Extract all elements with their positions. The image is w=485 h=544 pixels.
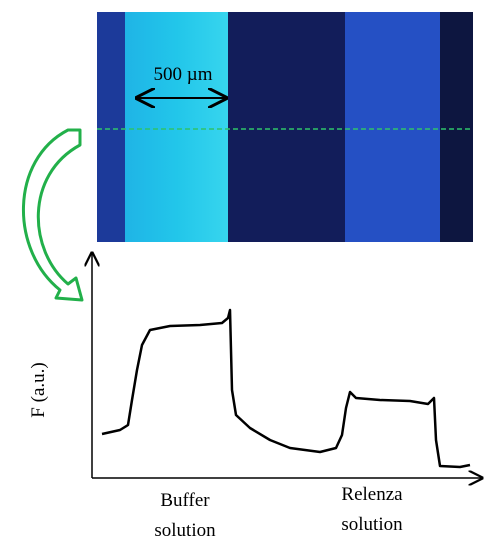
profile-curve [101,308,471,469]
flow-arrow [21,128,84,302]
region-label: Buffer [160,490,210,511]
y-axis-label: F (a.u.) [28,362,49,417]
region-label: Relenza [341,484,403,505]
region-label: solution [341,514,403,535]
scale-label: 500 µm [154,64,213,85]
plot: F (a.u.) Buffer solution Relenza solutio… [28,253,482,541]
region-label: solution [154,520,216,541]
micrograph: 500 µm [97,12,473,242]
